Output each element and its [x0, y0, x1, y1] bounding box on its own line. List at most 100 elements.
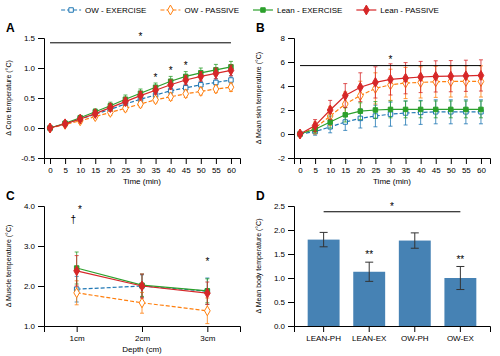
x-axis: 051015202530354045505560 — [295, 158, 491, 175]
series-line — [50, 87, 231, 128]
axis-domain — [38, 207, 45, 327]
annotation: * — [390, 201, 394, 212]
annotation: * — [205, 256, 209, 267]
tick: -0.5 — [21, 154, 44, 163]
marker — [47, 123, 53, 133]
tick-label: 55 — [462, 166, 471, 175]
tick-label: 5 — [63, 166, 68, 175]
x-axis: LEAN-PHLEAN-EXOW-PHOW-EX — [295, 326, 491, 343]
tick-label: 30 — [387, 166, 396, 175]
tick-label: 3.0 — [24, 242, 36, 251]
significance-line — [50, 42, 231, 43]
tick: 8 — [281, 34, 294, 43]
error-bar — [365, 262, 373, 281]
marker — [153, 85, 159, 95]
y-axis-title: Δ Muscle temperature (°C) — [5, 225, 13, 308]
tick-mark — [288, 134, 294, 135]
tick: 4.0 — [24, 202, 44, 211]
tick: 30 — [137, 158, 146, 175]
marker — [168, 80, 174, 90]
tick-mark — [315, 158, 316, 164]
annotation: * — [78, 204, 82, 215]
error-bar — [229, 83, 233, 91]
marker — [373, 77, 379, 87]
error-bar — [388, 64, 392, 95]
tick-label: 0 — [281, 130, 286, 139]
annotation: * — [169, 65, 173, 76]
tick: LEAN-PH — [306, 326, 341, 343]
annotation: ** — [365, 249, 373, 260]
legend-entry: OW - EXERCISE — [61, 6, 146, 15]
marker — [327, 105, 333, 115]
tick-label: OW-PH — [401, 334, 429, 343]
tick-label: 0.0 — [24, 124, 36, 133]
marker — [328, 120, 332, 124]
marker — [92, 109, 98, 119]
tick-label: 30 — [137, 166, 146, 175]
tick: 0 — [48, 158, 53, 175]
axis-domain — [295, 327, 491, 333]
marker — [228, 65, 234, 75]
tick-label: 40 — [417, 166, 426, 175]
legend-marker — [168, 5, 174, 15]
tick-label: 1.0 — [24, 322, 36, 331]
marker — [418, 72, 424, 82]
error-bar — [138, 91, 142, 99]
panel-title: A — [6, 21, 15, 35]
tick: 6 — [281, 58, 294, 67]
marker — [213, 84, 219, 94]
tick-mark — [38, 246, 44, 247]
tick-mark — [38, 158, 44, 159]
tick-mark — [288, 326, 294, 327]
error-bar — [140, 275, 144, 297]
panel-title: C — [6, 189, 15, 203]
error-bar — [449, 100, 453, 124]
tick: 25 — [121, 158, 130, 175]
tick: LEAN-EX — [352, 326, 387, 343]
tick-mark — [466, 158, 467, 164]
tick: 60 — [227, 158, 236, 175]
marker — [297, 129, 303, 139]
marker — [139, 281, 145, 291]
tick-mark — [142, 326, 143, 332]
marker — [198, 71, 204, 81]
tick-mark — [288, 110, 294, 111]
tick-mark — [140, 158, 141, 164]
tick-mark — [406, 158, 407, 164]
tick-label: 50 — [197, 166, 206, 175]
tick-label: 50 — [447, 166, 456, 175]
tick: 5 — [63, 158, 68, 175]
marker — [448, 71, 454, 81]
tick: 2cm — [135, 326, 150, 343]
tick-mark — [38, 326, 44, 327]
marker — [204, 288, 210, 298]
tick-label: 5 — [313, 166, 318, 175]
tick-label: 35 — [402, 166, 411, 175]
axis-domain — [288, 207, 295, 327]
legend: OW - EXERCISEOW - PASSIVELean - EXERCISE… — [61, 5, 439, 15]
tick: 55 — [212, 158, 221, 175]
plot-area — [47, 61, 234, 133]
tick-mark — [375, 158, 376, 164]
marker — [62, 119, 68, 129]
tick: 2.0 — [24, 282, 44, 291]
marker — [153, 95, 159, 105]
marker — [77, 114, 83, 124]
tick-label: 6 — [281, 58, 286, 67]
tick-label: 1cm — [70, 334, 85, 343]
tick: 10 — [326, 158, 335, 175]
series-line — [300, 75, 481, 134]
tick-label: 20 — [106, 166, 115, 175]
bar — [308, 240, 340, 326]
tick-mark — [451, 158, 452, 164]
tick: 35 — [402, 158, 411, 175]
tick-label: 45 — [182, 166, 191, 175]
marker — [62, 119, 68, 129]
tick-label: LEAN-PH — [306, 334, 341, 343]
tick-mark — [414, 326, 415, 332]
legend-label: OW - PASSIVE — [184, 6, 239, 15]
tick: 1.5 — [24, 34, 44, 43]
error-bar — [464, 60, 468, 91]
tick: OW-PH — [401, 326, 429, 343]
tick-label: 25 — [371, 166, 380, 175]
